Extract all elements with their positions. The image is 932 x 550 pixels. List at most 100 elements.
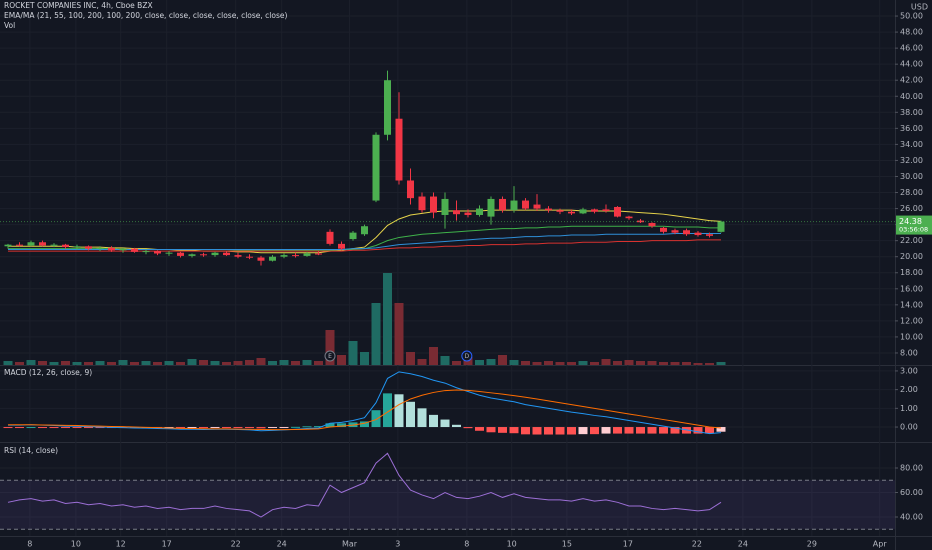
macd-histogram-bar	[613, 427, 622, 434]
candle-body	[717, 221, 725, 232]
candle-body	[706, 234, 713, 236]
volume-bar	[176, 362, 185, 365]
candle-body	[349, 232, 357, 240]
x-tick-label: 24	[277, 540, 287, 549]
x-tick-label: Apr	[873, 540, 888, 549]
macd-histogram-bar	[325, 423, 335, 428]
y-tick-label: 0.00	[900, 423, 918, 432]
candle-body	[269, 256, 276, 261]
candle-body	[545, 208, 552, 211]
y-tick-label: 22.00	[900, 236, 923, 245]
candle-body	[418, 196, 426, 211]
candle-body	[464, 212, 472, 215]
volume-bar	[118, 360, 128, 365]
candle-body	[315, 253, 322, 255]
macd-histogram-bar	[509, 427, 519, 434]
volume-bar	[141, 361, 151, 365]
macd-histogram-bar	[406, 401, 415, 428]
y-tick-label: 44.00	[900, 60, 923, 69]
volume-bar	[636, 361, 645, 365]
volume-bar	[394, 303, 404, 365]
candle-body	[50, 244, 58, 246]
volume-bar	[521, 361, 530, 365]
macd-histogram-bar	[521, 427, 530, 435]
macd-histogram-bar	[417, 408, 427, 428]
y-tick-label: 14.00	[900, 300, 923, 309]
macd-histogram-bar	[176, 427, 185, 429]
candle-body	[211, 252, 219, 256]
macd-histogram-bar	[693, 427, 703, 434]
candle-body	[510, 200, 518, 211]
volume-bar	[84, 362, 93, 365]
x-tick-label: 3	[395, 540, 400, 549]
volume-bar	[314, 361, 323, 365]
candle-body	[407, 180, 414, 199]
candle-body	[108, 247, 115, 251]
volume-bar	[647, 361, 657, 365]
candle-body	[625, 216, 633, 219]
candle-body	[234, 255, 242, 257]
macd-histogram-bar	[659, 427, 668, 434]
candle-body	[292, 255, 299, 257]
candle-body	[648, 223, 656, 227]
volume-bar	[61, 361, 70, 365]
volume-bar	[440, 356, 450, 365]
y-tick-label: 1.00	[900, 404, 918, 413]
macd-histogram-bar	[268, 427, 277, 429]
candle-body	[257, 257, 265, 261]
macd-histogram-bar	[256, 427, 266, 429]
volume-bar	[555, 362, 565, 365]
y-tick-label: 34.00	[900, 140, 923, 149]
y-tick-label: 48.00	[900, 28, 923, 37]
candle-body	[303, 253, 311, 256]
candle-body	[4, 244, 12, 247]
x-tick-label: 10	[71, 540, 81, 549]
volume-bar	[475, 360, 484, 365]
macd-histogram-bar	[245, 427, 254, 429]
candle-body	[556, 210, 564, 212]
volume-bar	[38, 361, 47, 365]
y-tick-label: 26.00	[900, 204, 923, 213]
candle-body	[142, 251, 150, 253]
volume-bar	[279, 360, 289, 365]
macd-histogram-bar	[567, 427, 576, 435]
x-tick-label: 22	[231, 540, 241, 549]
volume-bar	[682, 362, 691, 365]
volume-bar	[578, 361, 588, 365]
volume-bar	[452, 361, 461, 365]
volume-bar	[164, 361, 174, 365]
macd-histogram-bar	[38, 427, 47, 429]
macd-title: MACD (12, 26, close, 9)	[4, 368, 92, 377]
macd-histogram-bar	[624, 427, 634, 434]
y-tick-label: 46.00	[900, 44, 923, 53]
macd-histogram-bar	[636, 427, 645, 434]
macd-histogram-bar	[72, 427, 82, 429]
volume-bar	[107, 362, 116, 365]
event-marker	[324, 350, 336, 362]
volume-bar	[486, 359, 496, 365]
candle-body	[395, 118, 403, 181]
volume-bar	[360, 352, 369, 365]
y-tick-label: 80.00	[900, 464, 923, 473]
macd-histogram-bar	[371, 410, 381, 428]
candle-body	[533, 204, 541, 209]
y-tick-label: 30.00	[900, 172, 923, 181]
macd-histogram-bar	[302, 426, 312, 428]
volume-bar	[15, 362, 24, 365]
y-tick-label: 42.00	[900, 76, 923, 85]
volume-bar	[210, 361, 220, 365]
macd-line	[8, 371, 722, 435]
candle-body	[430, 196, 437, 213]
macd-histogram-bar	[291, 426, 300, 428]
macd-histogram-bar	[590, 427, 599, 435]
candle-body	[188, 254, 196, 256]
volume-bar	[222, 362, 231, 365]
macd-histogram-bar	[578, 427, 588, 435]
volume-bar	[659, 362, 668, 365]
event-label: D	[465, 353, 470, 360]
volume-bar	[49, 362, 59, 365]
y-tick-label: 8.00	[900, 348, 918, 357]
candle-body	[223, 252, 230, 256]
